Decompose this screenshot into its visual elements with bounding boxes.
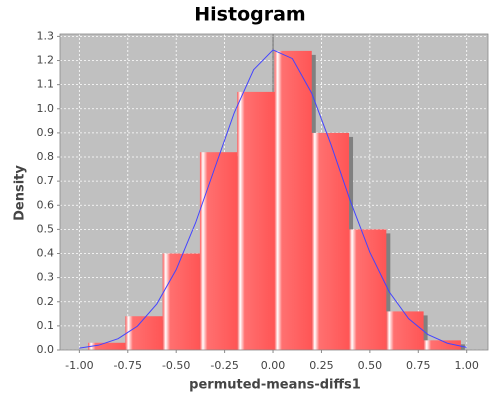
bar [237, 91, 275, 350]
x-tick-label: 0.00 [261, 359, 286, 372]
bar [349, 229, 387, 350]
y-tick-label: 0.1 [37, 319, 55, 332]
bar [88, 342, 126, 350]
bar [386, 311, 424, 350]
y-tick-label: 1.3 [37, 29, 55, 42]
y-axis-label: Density [13, 165, 28, 221]
x-tick-label: 0.75 [406, 359, 431, 372]
chart-title: Histogram [194, 4, 305, 26]
y-tick-label: 0.8 [37, 150, 55, 163]
bar [423, 340, 461, 350]
bar [199, 152, 238, 350]
y-tick-label: 0.4 [37, 247, 55, 260]
bar [311, 132, 350, 350]
x-axis-label: permuted-means-diffs1 [189, 378, 361, 393]
bar [274, 50, 312, 350]
y-tick-label: 0.9 [37, 126, 55, 139]
bar [125, 316, 163, 350]
bar [162, 253, 200, 350]
x-tick-label: 0.50 [358, 359, 383, 372]
y-tick-label: 0.6 [37, 198, 55, 211]
x-tick-label: -0.50 [162, 359, 190, 372]
y-tick-label: 1.0 [37, 102, 55, 115]
x-tick-label: -0.25 [210, 359, 238, 372]
x-tick-label: 0.25 [309, 359, 334, 372]
x-tick-label: -1.00 [65, 359, 93, 372]
y-tick-label: 1.1 [37, 78, 55, 91]
density-curve [79, 49, 467, 349]
x-tick-label: 1.00 [454, 359, 479, 372]
y-tick-label: 0.0 [37, 343, 55, 356]
x-tick-label: -0.75 [114, 359, 142, 372]
y-tick-label: 0.2 [37, 295, 55, 308]
y-tick-label: 1.2 [37, 54, 55, 67]
plot-border [59, 33, 489, 351]
y-tick-label: 0.5 [37, 222, 55, 235]
y-tick-label: 0.7 [37, 174, 55, 187]
y-tick-label: 0.3 [37, 271, 55, 284]
